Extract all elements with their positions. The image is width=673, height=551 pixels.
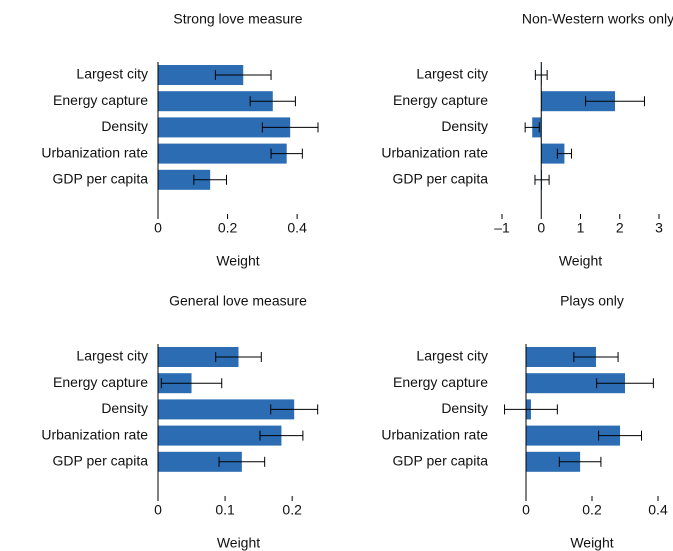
category-label: Largest city bbox=[76, 348, 148, 364]
error-bar bbox=[524, 122, 540, 133]
bar bbox=[526, 451, 581, 472]
category-label: Urbanization rate bbox=[381, 144, 488, 160]
panel-title: Non-Western works only bbox=[522, 11, 673, 27]
category-label: Largest city bbox=[76, 66, 148, 82]
x-tick-label: 2 bbox=[616, 220, 624, 236]
error-bar bbox=[214, 70, 272, 80]
error-bar bbox=[534, 174, 550, 185]
x-tick-label: 0 bbox=[154, 220, 162, 236]
x-tick-label: –1 bbox=[494, 220, 510, 236]
bar bbox=[158, 399, 295, 420]
error-bar bbox=[259, 430, 304, 441]
error-bar bbox=[598, 430, 642, 441]
x-tick-label: 0 bbox=[522, 502, 530, 518]
category-label: Density bbox=[101, 400, 148, 416]
bar bbox=[526, 347, 596, 367]
error-bar bbox=[193, 174, 228, 185]
bar bbox=[541, 91, 616, 112]
x-tick-label: 0.2 bbox=[282, 502, 302, 518]
error-bar bbox=[596, 378, 654, 389]
bar bbox=[158, 451, 242, 472]
error-bar bbox=[556, 148, 572, 159]
error-bar bbox=[558, 456, 602, 467]
bar bbox=[158, 425, 282, 446]
category-label: Density bbox=[441, 118, 488, 134]
x-tick-label: 0 bbox=[537, 220, 545, 236]
bar bbox=[158, 143, 287, 164]
category-label: Energy capture bbox=[393, 374, 488, 390]
error-bar bbox=[270, 404, 319, 415]
category-label: GDP per capita bbox=[53, 171, 149, 187]
error-bar bbox=[573, 352, 619, 362]
x-tick-label: 0 bbox=[154, 502, 162, 518]
category-label: Largest city bbox=[416, 348, 488, 364]
category-label: Density bbox=[441, 400, 488, 416]
category-label: Density bbox=[101, 118, 148, 134]
x-tick-label: 3 bbox=[655, 220, 663, 236]
panel-title: Plays only bbox=[560, 293, 624, 309]
error-bar bbox=[160, 378, 223, 389]
error-bar bbox=[249, 96, 296, 107]
error-bar bbox=[504, 404, 558, 415]
category-label: GDP per capita bbox=[393, 453, 489, 469]
error-bar bbox=[215, 352, 262, 362]
bar bbox=[158, 347, 239, 367]
category-label: Urbanization rate bbox=[41, 144, 148, 160]
category-label: GDP per capita bbox=[393, 171, 489, 187]
category-label: Urbanization rate bbox=[381, 426, 488, 442]
error-bar bbox=[218, 456, 266, 467]
category-label: Energy capture bbox=[53, 374, 148, 390]
x-tick-label: 1 bbox=[577, 220, 585, 236]
x-tick-label: 0.2 bbox=[218, 220, 238, 236]
bar bbox=[158, 65, 244, 85]
x-tick-label: 0.4 bbox=[287, 220, 307, 236]
bar bbox=[526, 373, 625, 394]
bar bbox=[158, 169, 211, 190]
x-axis-label: Weight bbox=[217, 535, 260, 551]
category-label: Urbanization rate bbox=[41, 426, 148, 442]
category-label: Energy capture bbox=[393, 92, 488, 108]
bar bbox=[158, 117, 291, 138]
x-tick-label: 0.2 bbox=[582, 502, 602, 518]
bar bbox=[526, 425, 621, 446]
panel-title: General love measure bbox=[169, 293, 307, 309]
error-bar bbox=[270, 148, 303, 159]
x-axis-label: Weight bbox=[570, 535, 613, 551]
bar bbox=[158, 91, 273, 112]
category-label: Energy capture bbox=[53, 92, 148, 108]
category-label: GDP per capita bbox=[53, 453, 149, 469]
error-bar bbox=[585, 96, 645, 107]
x-axis-label: Weight bbox=[216, 253, 259, 269]
x-axis-label: Weight bbox=[559, 253, 602, 269]
category-label: Largest city bbox=[416, 66, 488, 82]
x-tick-label: 0.4 bbox=[648, 502, 668, 518]
x-tick-label: 0.1 bbox=[215, 502, 235, 518]
error-bar bbox=[261, 122, 319, 133]
bar bbox=[541, 143, 565, 164]
panel-title: Strong love measure bbox=[173, 11, 302, 27]
